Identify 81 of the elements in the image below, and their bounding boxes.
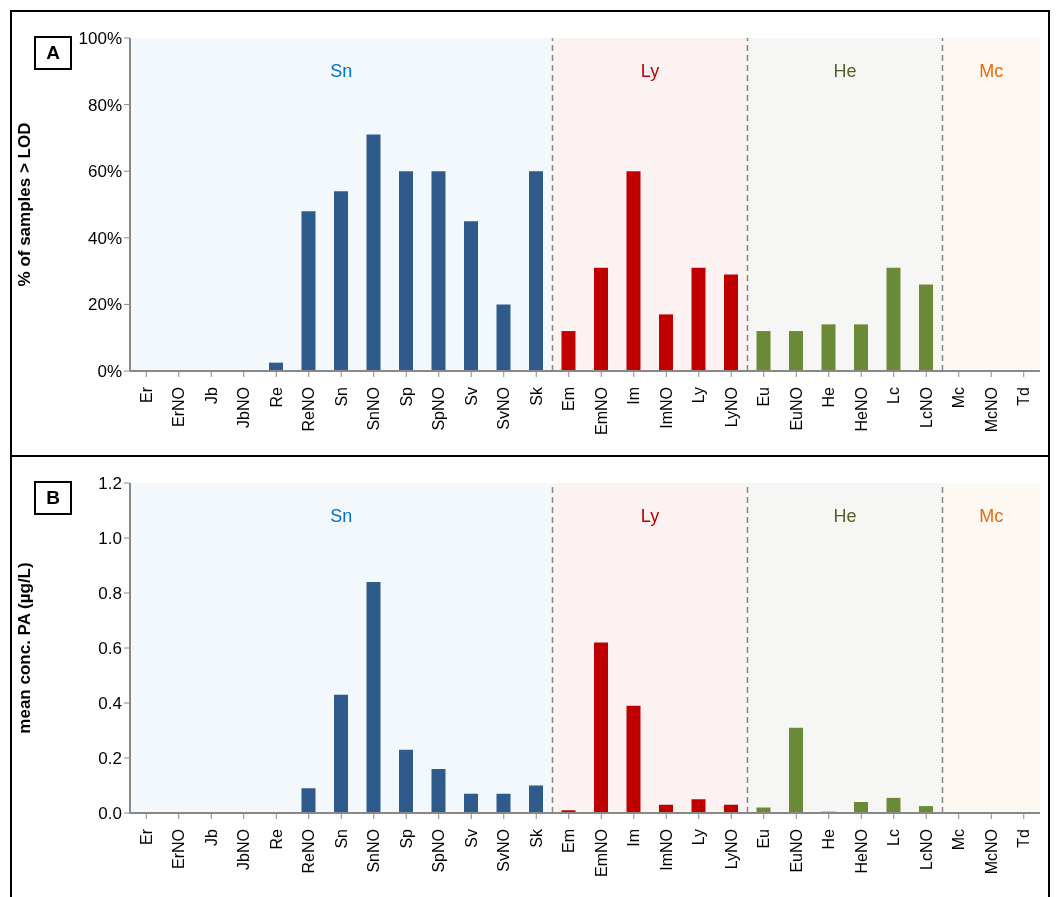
y-tick-label: 40% bbox=[87, 228, 122, 248]
y-tick-label: 100% bbox=[78, 29, 122, 49]
x-tick-label: SvNO bbox=[495, 829, 513, 872]
x-tick-label: JbNO bbox=[235, 387, 253, 428]
x-tick-label: Re bbox=[267, 828, 285, 850]
x-tick-label: SpNO bbox=[430, 387, 448, 431]
x-tick-label: LyNO bbox=[722, 387, 740, 428]
x-tick-label: Ly bbox=[690, 387, 708, 404]
y-axis-title: % of samples > LOD bbox=[15, 122, 35, 287]
x-tick-label: Eu bbox=[755, 387, 773, 407]
y-axis-title: mean conc. PA (µg/L) bbox=[15, 562, 35, 734]
x-tick-label: Im bbox=[625, 387, 643, 405]
x-tick-label: Lc bbox=[885, 387, 903, 404]
x-tick-label: Sn bbox=[332, 829, 350, 849]
y-tick-label: 80% bbox=[87, 95, 122, 115]
x-tick-label: EuNO bbox=[787, 829, 805, 873]
band-label: Ly bbox=[640, 60, 660, 81]
x-tick-label: EmNO bbox=[592, 387, 610, 435]
x-tick-label: ImNO bbox=[657, 387, 675, 429]
y-tick-label: 0.2 bbox=[98, 749, 122, 769]
x-tick-label: He bbox=[820, 386, 838, 408]
x-tick-label: LcNO bbox=[917, 829, 935, 870]
x-tick-label: EuNO bbox=[787, 387, 805, 431]
x-tick-label: Sn bbox=[332, 387, 350, 407]
x-tick-label: Er bbox=[137, 828, 155, 845]
x-tick-label: Ly bbox=[690, 829, 708, 846]
x-tick-label: Im bbox=[625, 829, 643, 847]
x-tick-label: Em bbox=[560, 829, 578, 853]
x-tick-label: ErNO bbox=[170, 387, 188, 427]
band-label: Mc bbox=[979, 505, 1004, 526]
y-tick-label: 0% bbox=[97, 362, 122, 382]
x-tick-label: Em bbox=[560, 387, 578, 411]
x-tick-label: Er bbox=[137, 386, 155, 403]
chart-title: B bbox=[34, 481, 72, 515]
x-tick-label: McNO bbox=[982, 829, 1000, 875]
y-tick-label: 60% bbox=[87, 162, 122, 182]
x-tick-label: Re bbox=[267, 386, 285, 408]
x-tick-label: Eu bbox=[755, 829, 773, 849]
x-tick-label: ErNO bbox=[170, 829, 188, 869]
x-tick-label: He bbox=[820, 828, 838, 850]
y-tick-label: 0.4 bbox=[98, 694, 122, 714]
x-tick-label: LcNO bbox=[917, 387, 935, 428]
x-tick-label: Sv bbox=[462, 829, 480, 848]
band-label: He bbox=[833, 60, 857, 81]
x-tick-label: ReNO bbox=[300, 387, 318, 432]
y-tick-label: 1.0 bbox=[98, 529, 122, 549]
x-tick-label: ImNO bbox=[657, 829, 675, 871]
x-tick-label: Sk bbox=[527, 828, 545, 848]
x-tick-label: SpNO bbox=[430, 829, 448, 873]
x-tick-label: Sp bbox=[397, 386, 415, 407]
y-tick-label: 0.6 bbox=[98, 639, 122, 659]
x-tick-label: Sk bbox=[527, 386, 545, 406]
x-tick-label: Td bbox=[1015, 387, 1033, 406]
x-tick-label: EmNO bbox=[592, 829, 610, 877]
x-tick-label: SvNO bbox=[495, 387, 513, 430]
y-tick-label: 0.0 bbox=[98, 804, 122, 824]
band-label: He bbox=[833, 505, 857, 526]
x-tick-label: Td bbox=[1015, 829, 1033, 848]
x-tick-label: Lc bbox=[885, 829, 903, 846]
x-tick-label: LyNO bbox=[722, 829, 740, 870]
y-tick-label: 1.2 bbox=[98, 474, 122, 494]
band-label: Sn bbox=[330, 60, 353, 81]
band-label: Mc bbox=[979, 60, 1004, 81]
x-tick-label: HeNO bbox=[852, 829, 870, 874]
x-tick-label: SnNO bbox=[365, 387, 383, 431]
y-tick-label: 20% bbox=[87, 295, 122, 315]
x-tick-label: Sv bbox=[462, 387, 480, 406]
x-tick-label: McNO bbox=[982, 387, 1000, 433]
x-tick-label: JbNO bbox=[235, 829, 253, 870]
band-label: Ly bbox=[640, 505, 660, 526]
x-tick-label: Jb bbox=[202, 386, 220, 404]
x-tick-label: Sp bbox=[397, 828, 415, 849]
x-tick-label: Mc bbox=[950, 829, 968, 851]
band-label: Sn bbox=[330, 505, 353, 526]
x-tick-label: HeNO bbox=[852, 387, 870, 432]
x-tick-label: Mc bbox=[950, 387, 968, 409]
x-tick-label: ReNO bbox=[300, 829, 318, 874]
chart-title: A bbox=[34, 36, 72, 70]
x-tick-label: SnNO bbox=[365, 829, 383, 873]
y-tick-label: 0.8 bbox=[98, 584, 122, 604]
x-tick-label: Jb bbox=[202, 828, 220, 846]
